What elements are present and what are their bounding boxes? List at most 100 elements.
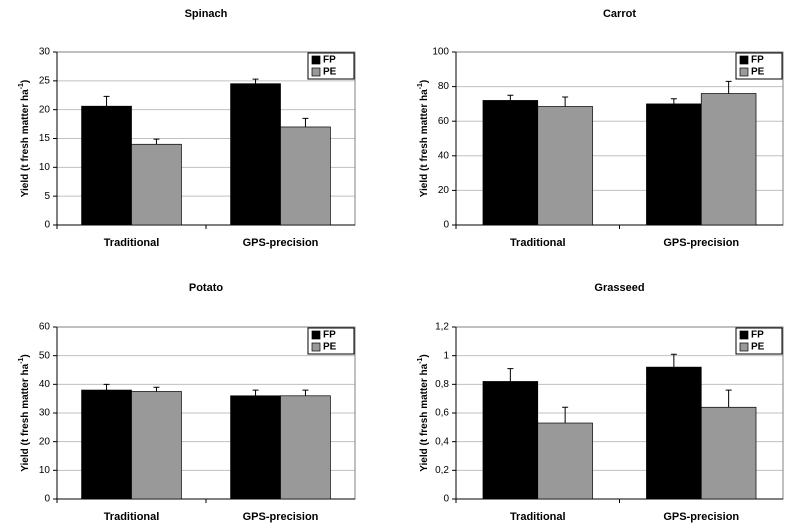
bar	[482, 381, 539, 500]
x-tick-label: GPS-precision	[243, 511, 319, 523]
x-tick-label: GPS-precision	[243, 237, 319, 249]
y-axis-label-main: Yield (t fresh matter ha	[419, 89, 430, 197]
error-bar	[302, 117, 309, 127]
chart-title: Grasseed	[594, 282, 644, 294]
y-axis-label-main: Yield (t fresh matter ha	[20, 363, 31, 471]
y-axis-label-close: )	[419, 354, 430, 357]
y-tick-label: 10	[39, 465, 51, 476]
bar	[646, 103, 702, 226]
legend-swatch	[739, 55, 749, 65]
bar	[280, 126, 331, 226]
y-tick-label: 50	[39, 350, 51, 361]
legend-label: FP	[751, 55, 764, 66]
y-axis-label-main: Yield (t fresh matter ha	[419, 363, 430, 471]
y-tick-label: 30	[39, 47, 51, 58]
error-bar	[103, 383, 110, 391]
chart-title: Potato	[189, 282, 224, 294]
bar	[131, 391, 182, 500]
legend-label: PE	[323, 342, 337, 353]
y-tick-label: 0,4	[435, 436, 449, 447]
legend-label: FP	[323, 55, 336, 66]
bar	[700, 93, 757, 226]
bar	[700, 406, 757, 500]
y-axis-label: Yield (t fresh matter ha-1)	[417, 80, 430, 198]
y-axis-label-close: )	[20, 354, 31, 357]
y-tick-label: 80	[438, 81, 450, 92]
y-tick-label: 0,6	[435, 408, 449, 419]
y-axis-label-close: )	[419, 80, 430, 83]
y-axis-label-main: Yield (t fresh matter ha	[20, 89, 31, 197]
x-tick-label: Traditional	[510, 237, 566, 249]
y-tick-label: 20	[39, 104, 51, 115]
y-tick-label: 60	[438, 116, 450, 127]
x-tick-label: Traditional	[104, 237, 160, 249]
y-tick-label: 100	[432, 47, 449, 58]
legend-label: FP	[751, 330, 764, 341]
error-bar	[103, 95, 110, 107]
y-tick-label: 0,8	[435, 379, 449, 390]
chart-title: Carrot	[603, 8, 636, 20]
y-axis-label: Yield (t fresh matter ha-1)	[18, 80, 31, 198]
y-axis-label-close: )	[20, 80, 31, 83]
y-tick-label: 0	[443, 494, 449, 505]
y-tick-label: 0	[443, 220, 449, 231]
legend-label: PE	[751, 67, 765, 78]
error-bar	[725, 80, 732, 94]
error-bar	[562, 406, 569, 424]
x-tick-label: Traditional	[510, 511, 566, 523]
panel: Potato 0 10 20 30 40 50 60 Yield (t fresh matter…	[18, 282, 356, 523]
legend-swatch	[311, 67, 321, 77]
bar	[230, 83, 281, 226]
legend-swatch	[311, 342, 321, 352]
y-axis-label-sup: -1	[417, 83, 424, 89]
y-tick-label: 10	[39, 162, 51, 173]
y-axis-label-sup: -1	[18, 357, 25, 363]
y-tick-label: 15	[39, 133, 51, 144]
error-bar	[153, 386, 160, 392]
bar	[280, 395, 331, 500]
legend-swatch	[739, 67, 749, 77]
y-axis-label: Yield (t fresh matter ha-1)	[18, 354, 31, 472]
y-tick-label: 40	[438, 150, 450, 161]
bar	[230, 395, 281, 500]
legend-swatch	[739, 330, 749, 340]
y-axis-label-sup: -1	[18, 83, 25, 89]
x-tick-label: GPS-precision	[663, 511, 739, 523]
legend-label: PE	[751, 342, 765, 353]
legend-label: FP	[323, 330, 336, 341]
error-bar	[302, 389, 309, 396]
bar	[131, 143, 182, 226]
y-axis-label: Yield (t fresh matter ha-1)	[417, 354, 430, 472]
bar	[537, 422, 593, 500]
error-bar	[562, 96, 569, 107]
panel: Spinach 0 5 10 15 20 25 30 Yield (t fresh matter…	[18, 8, 356, 249]
y-tick-label: 60	[39, 322, 51, 333]
error-bar	[670, 98, 677, 104]
error-bar	[725, 389, 732, 408]
x-tick-label: Traditional	[104, 511, 160, 523]
legend-swatch	[311, 55, 321, 65]
bar	[646, 366, 702, 500]
y-tick-label: 0	[44, 494, 50, 505]
y-tick-label: 5	[44, 191, 50, 202]
x-tick-label: GPS-precision	[663, 237, 739, 249]
error-bar	[252, 389, 259, 396]
y-tick-label: 0,2	[435, 465, 449, 476]
y-tick-label: 30	[39, 408, 51, 419]
error-bar	[507, 368, 514, 382]
legend-swatch	[739, 342, 749, 352]
panel: Carrot 0 20 40 60 80 100 Yield (t fresh matter …	[417, 8, 784, 249]
y-tick-label: 20	[438, 185, 450, 196]
bar	[81, 105, 132, 226]
error-bar	[670, 353, 677, 368]
y-tick-label: 25	[39, 75, 51, 86]
error-bar	[252, 78, 259, 84]
bar	[482, 100, 539, 226]
y-tick-label: 1	[443, 350, 449, 361]
panel: Grasseed 0 0,2 0,4 0,6 0,8 1 1,2 Yield (t fresh …	[417, 282, 784, 523]
y-tick-label: 40	[39, 379, 51, 390]
bar	[537, 106, 593, 226]
y-axis-label-sup: -1	[417, 357, 424, 363]
y-tick-label: 0	[44, 220, 50, 231]
y-tick-label: 20	[39, 436, 51, 447]
